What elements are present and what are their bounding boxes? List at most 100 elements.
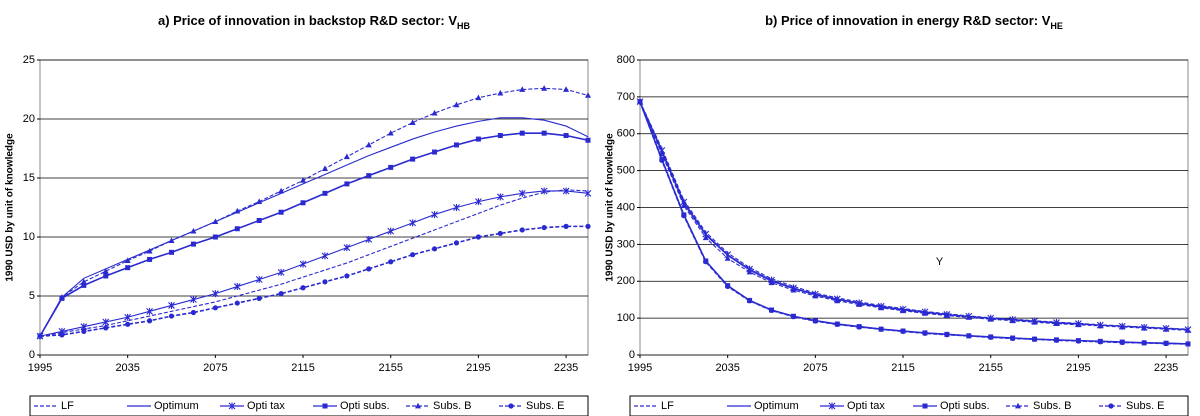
x-tick-label: 2235	[1154, 362, 1178, 374]
series-line	[639, 101, 1189, 345]
marker-circle	[1163, 340, 1169, 347]
marker-circle	[125, 321, 131, 327]
marker-circle	[585, 223, 591, 229]
marker-triangle	[431, 109, 438, 116]
marker-circle	[790, 314, 797, 320]
marker-circle	[1185, 341, 1191, 347]
marker-triangle	[519, 86, 526, 92]
legend-label: Subs. E	[1126, 400, 1165, 412]
marker-star	[168, 301, 175, 309]
marker-triangle	[212, 218, 219, 225]
legend-label: Opti subs.	[340, 400, 390, 412]
marker-triangle	[965, 314, 972, 320]
marker-square	[322, 190, 328, 196]
legend-label: Subs. E	[526, 400, 565, 412]
marker-circle	[878, 326, 884, 332]
marker-circle	[1053, 337, 1060, 343]
marker-circle	[681, 213, 687, 219]
marker-square	[366, 173, 372, 179]
marker-circle	[59, 332, 65, 338]
marker-circle	[1097, 339, 1103, 345]
marker-triangle	[812, 292, 819, 299]
marker-star	[562, 187, 570, 195]
marker-triangle	[724, 255, 731, 261]
x-tick-label: 2035	[115, 362, 139, 374]
legend-label: Opti tax	[247, 400, 285, 412]
marker-circle	[147, 318, 153, 324]
marker-triangle	[1185, 327, 1191, 333]
marker-triangle	[900, 307, 907, 314]
series-line	[39, 189, 589, 337]
marker-circle	[834, 321, 840, 327]
marker-star	[540, 187, 548, 195]
marker-triangle	[790, 286, 797, 293]
marker-star	[228, 402, 236, 410]
marker-circle	[966, 333, 972, 339]
x-tick-label: 2035	[715, 362, 739, 374]
marker-triangle	[1097, 322, 1104, 329]
marker-star	[277, 268, 285, 276]
marker-circle	[322, 279, 328, 285]
marker-star	[496, 193, 504, 201]
series-line	[39, 132, 589, 337]
marker-triangle	[168, 237, 175, 243]
marker-square	[922, 403, 928, 409]
marker-circle	[541, 224, 547, 231]
marker-circle	[475, 234, 481, 240]
marker-circle	[519, 227, 525, 233]
marker-square	[125, 265, 131, 271]
marker-circle	[747, 298, 753, 304]
marker-circle	[278, 291, 284, 297]
x-tick-label: 2235	[554, 362, 578, 374]
marker-triangle	[834, 297, 841, 304]
marker-circle	[988, 334, 994, 340]
marker-circle	[1075, 338, 1081, 344]
legend-label: Optimum	[754, 400, 799, 412]
marker-triangle	[680, 202, 687, 209]
marker-square	[103, 273, 109, 279]
series-line	[39, 225, 588, 337]
marker-square	[497, 133, 503, 139]
x-tick-label: 2075	[203, 362, 227, 374]
y-tick-label: 5	[29, 290, 35, 302]
marker-triangle	[856, 301, 863, 307]
marker-star	[321, 252, 329, 260]
marker-circle	[944, 332, 950, 338]
marker-square	[81, 282, 87, 288]
marker-circle	[508, 403, 514, 409]
marker-triangle	[1015, 402, 1021, 409]
marker-square	[344, 181, 350, 187]
marker-triangle	[921, 310, 928, 316]
y-tick-label: 25	[23, 54, 35, 66]
x-tick-label: 1995	[628, 362, 652, 374]
y-tick-label: 500	[617, 165, 635, 177]
marker-triangle	[1031, 318, 1038, 325]
series-line	[639, 101, 1189, 331]
marker-star	[584, 189, 592, 197]
marker-triangle	[1009, 317, 1016, 324]
marker-circle	[659, 157, 665, 163]
marker-triangle	[146, 247, 153, 254]
marker-triangle	[1141, 324, 1148, 331]
legend-label: Subs. B	[433, 400, 472, 412]
legend-label: Subs. B	[1033, 400, 1072, 412]
marker-star	[453, 204, 460, 211]
marker-square	[388, 164, 394, 170]
y-tick-label: 300	[617, 238, 635, 250]
plot-area	[39, 59, 589, 356]
series-line	[639, 101, 1189, 331]
marker-triangle	[365, 141, 372, 148]
marker-square	[147, 256, 153, 262]
marker-triangle	[387, 129, 394, 136]
chart-title: a) Price of innovation in backstop R&D s…	[158, 13, 471, 31]
marker-triangle	[343, 153, 350, 160]
marker-circle	[300, 285, 306, 291]
marker-star	[211, 290, 219, 298]
legend	[29, 395, 589, 416]
marker-circle	[453, 240, 460, 246]
marker-circle	[256, 295, 262, 301]
marker-triangle	[1075, 321, 1082, 328]
marker-circle	[922, 330, 928, 336]
marker-circle	[81, 328, 87, 334]
